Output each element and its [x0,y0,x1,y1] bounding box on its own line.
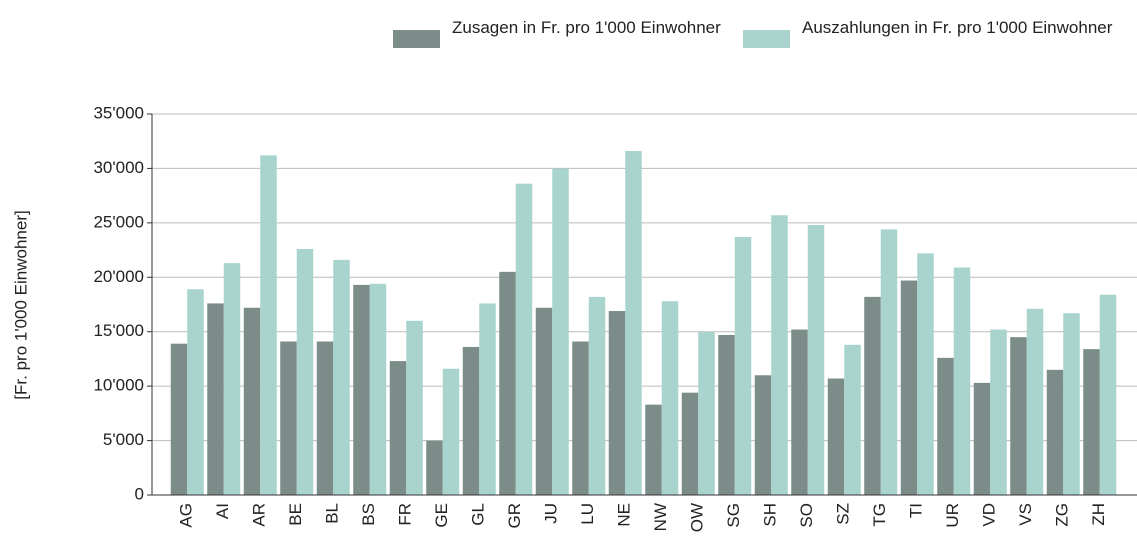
bar [316,341,334,495]
bar [1046,369,1064,495]
bar [187,289,204,495]
x-tick-label: SG [724,503,743,528]
x-tick-label: TG [870,503,889,527]
x-tick-label: ZH [1089,503,1108,526]
x-tick-label: GR [505,503,524,529]
bar [1063,313,1080,495]
x-tick-label: NE [615,503,634,527]
x-tick-label: TI [907,503,926,518]
legend-label: Zusagen in Fr. pro 1'000 Einwohner [452,18,721,37]
bar [917,253,934,495]
bar [552,168,569,495]
bar [900,280,918,495]
y-tick-label: 15'000 [93,321,144,340]
bar [442,368,460,495]
bar [406,320,423,495]
x-tick-label: AR [250,503,269,527]
bar [771,215,788,496]
legend-label: Auszahlungen in Fr. pro 1'000 Einwohner [802,18,1113,37]
bar [880,229,898,496]
bar [479,303,496,495]
bar [608,311,626,495]
x-tick-label: BS [359,503,378,526]
bar [296,248,314,495]
x-tick-label: VD [980,503,999,527]
x-tick-label: LU [578,503,597,525]
bar [515,183,533,495]
legend-swatch [393,30,440,48]
bar [353,284,370,495]
bar [661,301,679,495]
y-tick-label: 5'000 [103,430,144,449]
x-tick-label: GE [432,503,451,528]
bar [333,259,350,495]
x-tick-label: AI [213,503,232,519]
bar [844,344,861,495]
bar [973,382,991,495]
bar [572,341,589,495]
y-tick-label: 25'000 [93,212,144,231]
bar [1010,337,1027,495]
x-tick-label: JU [542,503,561,524]
bar [807,225,825,495]
x-tick-label: FR [396,503,415,526]
bar [426,440,443,495]
bar [369,283,387,495]
bar [499,271,516,495]
y-tick-label: 20'000 [93,267,144,286]
bar [260,155,277,495]
x-tick-label: OW [688,503,707,532]
bar [170,343,188,495]
bar [588,296,606,495]
x-tick-label: UR [943,503,962,528]
bar [718,334,735,495]
bar [280,341,297,495]
legend-item: Zusagen in Fr. pro 1'000 Einwohner [393,16,732,48]
x-tick-label: SZ [834,503,853,525]
bar [864,296,881,495]
y-tick-label: 30'000 [93,158,144,177]
bar [535,307,553,495]
y-tick-label: 10'000 [93,376,144,395]
x-tick-label: SH [761,503,780,527]
bar [953,267,971,495]
bar [462,346,480,495]
x-tick-label: BL [323,503,342,524]
bar [645,404,662,495]
bar [389,361,407,495]
x-tick-label: AG [177,503,196,528]
y-tick-label: 0 [135,484,144,503]
bar [223,263,241,495]
bar [990,329,1007,495]
y-axis-label: [Fr. pro 1'000 Einwohner] [11,210,30,399]
x-tick-label: ZG [1053,503,1072,527]
x-tick-label: NW [651,503,670,531]
bar [734,237,752,495]
bar [243,307,261,495]
bar [698,331,715,495]
legend-swatch [743,30,790,48]
bar [1083,349,1100,495]
x-tick-label: GL [469,503,488,526]
x-tick-label: VS [1016,503,1035,526]
bar [207,303,224,495]
bar [791,329,808,495]
y-tick-label: 35'000 [93,103,144,122]
bar [625,151,642,496]
x-tick-label: BE [286,503,305,526]
bar [681,392,699,495]
x-tick-label: SO [797,503,816,528]
bar [1026,308,1044,495]
bar [937,357,954,495]
legend-item: Auszahlungen in Fr. pro 1'000 Einwohner [743,16,1132,48]
bar [754,375,772,495]
bar [1099,294,1117,495]
bar [827,378,845,495]
